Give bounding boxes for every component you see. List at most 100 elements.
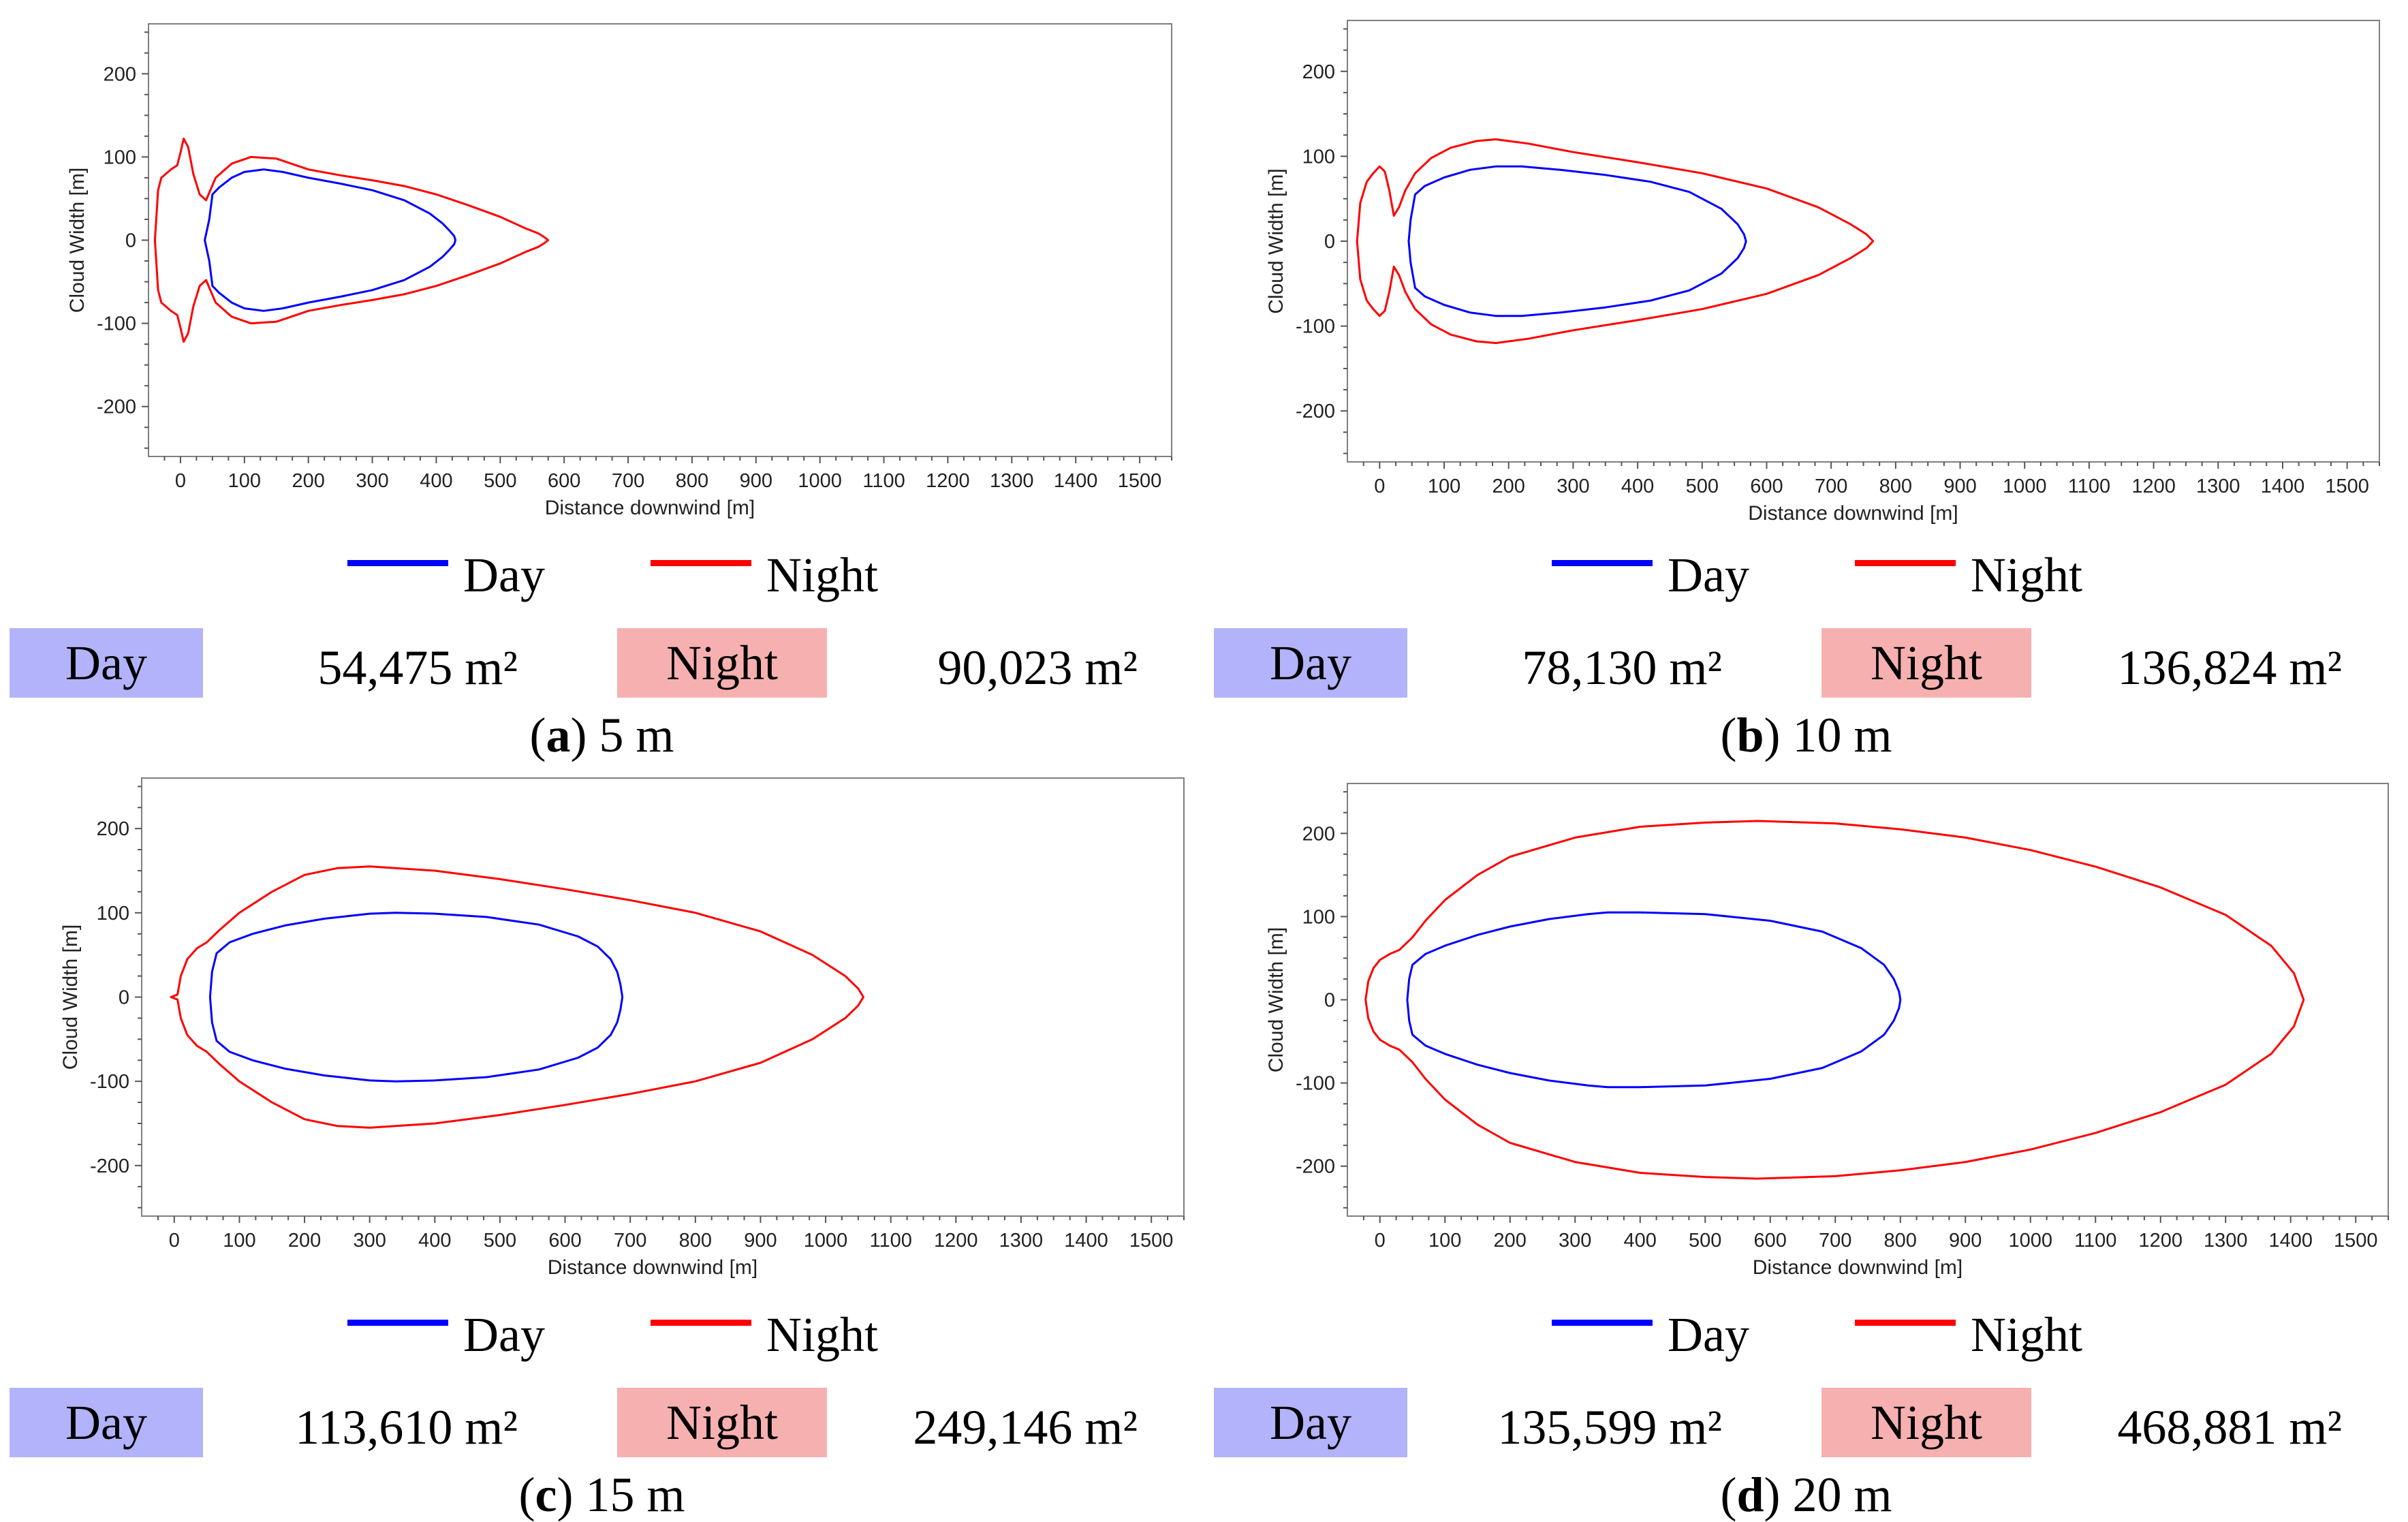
legend-night-swatch	[651, 560, 751, 566]
y-tick-label: 0	[1324, 231, 1335, 253]
x-tick-label: 700	[1815, 476, 1847, 497]
day-area-value: 135,599 m²	[1497, 1400, 1722, 1455]
x-tick-label: 400	[418, 1230, 451, 1252]
x-tick-label: 1300	[2204, 1230, 2248, 1252]
y-tick-label: 100	[104, 146, 136, 168]
legend-day-swatch	[347, 1320, 448, 1326]
legend-day-swatch	[347, 560, 448, 566]
x-tick-label: 100	[223, 1230, 255, 1252]
night-area-box: Night	[1821, 1388, 2031, 1457]
y-tick-label: -100	[1296, 1073, 1335, 1095]
y-tick-label: -200	[1296, 401, 1335, 422]
x-tick-label: 1000	[2008, 1230, 2052, 1252]
day-area-value: 78,130 m²	[1522, 640, 1722, 695]
x-tick-label: 1100	[2074, 1230, 2116, 1252]
y-tick-label: -100	[97, 313, 136, 335]
x-tick-label: 400	[1621, 476, 1654, 497]
y-tick-label: -200	[90, 1155, 129, 1177]
day-area-box: Day	[10, 628, 203, 698]
chart-panel-a: 0 100 200 300 400 500 600 700 800 900 1000 1100 1200…	[0, 0, 1204, 760]
y-tick-label: 0	[125, 230, 136, 252]
x-axis-title: Distance downwind [m]	[1753, 1256, 1963, 1279]
y-tick-label: 200	[1302, 823, 1335, 845]
caption-letter: d	[1736, 1467, 1764, 1522]
chart-panel-d: 0 100 200 300 400 500 600 700 800 900 1000 1100 1200…	[1204, 760, 2408, 1519]
day-area-value: 54,475 m²	[317, 640, 518, 695]
y-tick-label: 200	[1302, 61, 1335, 83]
x-tick-label: 0	[169, 1230, 180, 1252]
x-tick-label: 1500	[2325, 476, 2369, 497]
y-tick-label: 0	[119, 987, 129, 1009]
x-tick-label: 1400	[1054, 470, 1098, 492]
x-tick-label: 500	[1686, 476, 1719, 497]
x-tick-label: 800	[676, 470, 708, 492]
day-area-box: Day	[10, 1388, 203, 1457]
series-night-contour	[1356, 138, 1875, 344]
caption-letter: a	[546, 708, 571, 762]
legend-night-swatch	[1855, 560, 1956, 566]
legend-night-label: Night	[1971, 548, 2083, 602]
x-tick-label: 1400	[2261, 476, 2305, 497]
series-day-contour	[1407, 165, 1747, 317]
x-tick-label: 1000	[804, 1230, 848, 1252]
y-axis-title: Cloud Width [m]	[1265, 168, 1287, 313]
series-night-contour	[1364, 820, 2305, 1180]
series-day-contour	[208, 912, 624, 1083]
y-tick-label: -200	[97, 397, 136, 418]
x-tick-label: 1000	[2003, 476, 2047, 497]
x-tick-label: 200	[1492, 476, 1525, 497]
x-tick-label: 1500	[2334, 1230, 2378, 1252]
x-tick-label: 200	[1494, 1230, 1527, 1252]
x-tick-label: 600	[1750, 476, 1783, 497]
panel-caption: (a) 5 m	[529, 708, 674, 762]
x-tick-label: 1400	[2268, 1230, 2313, 1252]
x-tick-label: 0	[175, 470, 186, 492]
y-tick-label: 100	[1302, 906, 1335, 928]
caption-text: 15 m	[585, 1467, 685, 1522]
x-tick-label: 0	[1374, 476, 1385, 497]
y-tick-label: 0	[1324, 990, 1335, 1012]
legend-day-label: Day	[1668, 548, 1749, 602]
plot-frame	[141, 777, 1185, 1217]
x-tick-label: 600	[548, 470, 580, 492]
x-tick-label: 800	[679, 1230, 712, 1252]
x-tick-label: 300	[356, 470, 388, 492]
legend-day-swatch	[1552, 1320, 1653, 1326]
x-tick-label: 1100	[870, 1230, 912, 1252]
legend-day-label: Day	[1668, 1307, 1749, 1362]
x-tick-label: 900	[1943, 476, 1976, 497]
x-tick-label: 500	[484, 470, 516, 492]
x-tick-label: 800	[1879, 476, 1912, 497]
x-tick-label: 900	[740, 470, 772, 492]
y-tick-label: 100	[1302, 146, 1335, 168]
y-tick-label: 200	[104, 63, 136, 85]
plot-frame	[1347, 783, 2389, 1217]
x-axis-title: Distance downwind [m]	[545, 497, 755, 519]
x-tick-label: 600	[548, 1230, 581, 1252]
y-axis-title: Cloud Width [m]	[59, 925, 82, 1070]
x-tick-label: 500	[1689, 1230, 1721, 1252]
y-tick-label: -100	[90, 1071, 129, 1093]
night-area-value: 136,824 m²	[2117, 640, 2342, 695]
series-night-contour	[170, 865, 864, 1129]
x-tick-label: 400	[1624, 1230, 1657, 1252]
day-area-box: Day	[1214, 1388, 1407, 1457]
x-tick-label: 200	[288, 1230, 321, 1252]
x-tick-label: 1400	[1064, 1230, 1108, 1252]
x-tick-label: 1300	[2196, 476, 2240, 497]
x-tick-label: 100	[1428, 476, 1460, 497]
x-tick-label: 700	[612, 470, 644, 492]
plot-area: 0 100 200 300 400 500 600 700 800 900 1000 1100 1200…	[1265, 783, 2389, 1279]
x-tick-label: 200	[292, 470, 324, 492]
series-night-contour	[153, 138, 550, 343]
day-area-box: Day	[1214, 628, 1407, 698]
panel-caption: (d) 20 m	[1720, 1467, 1892, 1522]
night-area-box: Night	[1821, 628, 2031, 698]
x-tick-label: 1200	[2131, 476, 2176, 497]
plot-frame	[148, 23, 1172, 457]
chart-panel-b: 0 100 200 300 400 500 600 700 800 900 1000 1100 1200…	[1204, 0, 2408, 760]
x-tick-label: 100	[1428, 1230, 1461, 1252]
x-tick-label: 1200	[2138, 1230, 2183, 1252]
x-axis-title: Distance downwind [m]	[1748, 502, 1958, 525]
